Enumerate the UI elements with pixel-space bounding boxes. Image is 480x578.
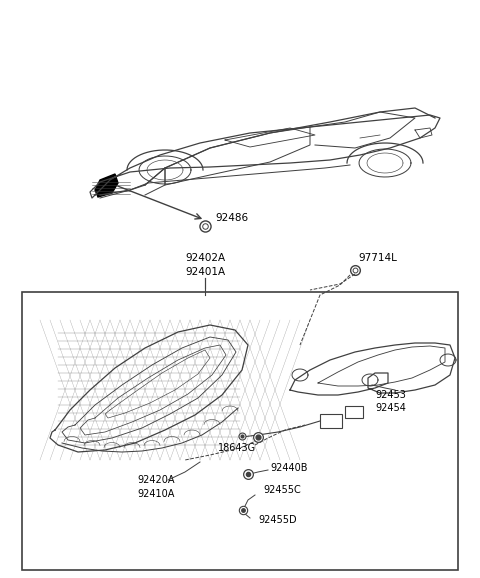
Text: 92440B: 92440B [270, 463, 308, 473]
Text: 92455D: 92455D [258, 515, 297, 525]
Text: 92402A: 92402A [185, 253, 225, 263]
Text: 92455C: 92455C [263, 485, 301, 495]
Bar [345, 406, 363, 418]
Text: 97714L: 97714L [358, 253, 397, 263]
Text: 18643G: 18643G [218, 443, 256, 453]
Text: 92486: 92486 [215, 213, 248, 223]
Text: 92453: 92453 [375, 390, 406, 400]
Text: 92420A: 92420A [137, 475, 175, 485]
Text: 92401A: 92401A [185, 267, 225, 277]
Bar [22, 292, 458, 570]
Bar [320, 414, 342, 428]
Polygon shape [95, 174, 118, 197]
Text: 92410A: 92410A [137, 489, 174, 499]
Text: 92454: 92454 [375, 403, 406, 413]
